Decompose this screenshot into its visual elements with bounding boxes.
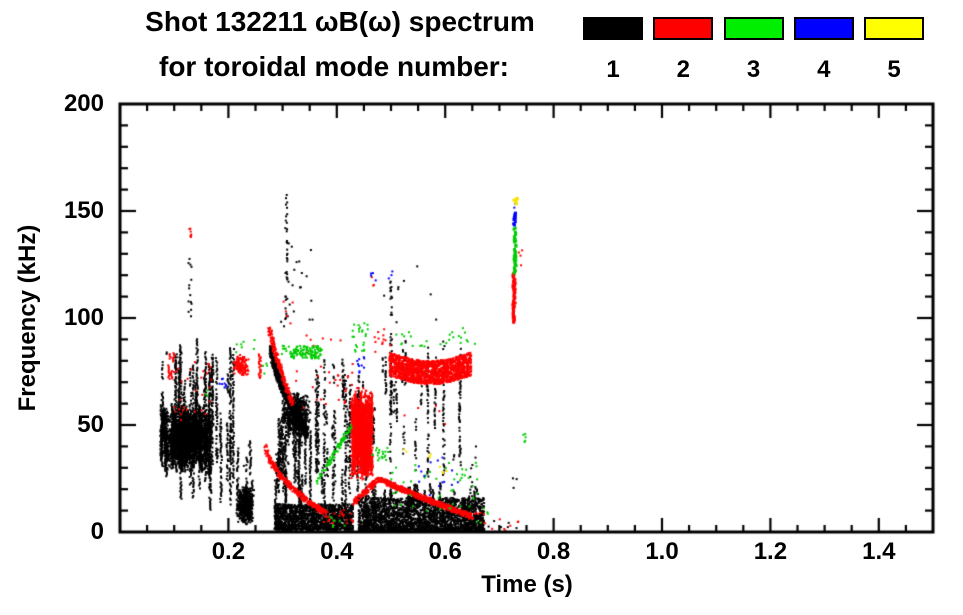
y-tick-label: 100 — [63, 304, 104, 331]
chart-title-line2: for toroidal mode number: — [159, 51, 509, 82]
x-tick-label: 1.2 — [753, 538, 788, 565]
x-axis-label: Time (s) — [481, 571, 573, 598]
y-tick-label: 150 — [63, 197, 104, 224]
x-tick-label: 0.6 — [428, 538, 462, 565]
legend-label-mode-5: 5 — [887, 56, 901, 83]
y-tick-label: 0 — [90, 518, 104, 545]
x-tick-label: 1.4 — [862, 538, 896, 565]
x-tick-label: 0.8 — [536, 538, 571, 565]
legend-swatch-mode-2 — [653, 17, 714, 40]
x-tick-label: 0.4 — [320, 538, 354, 565]
legend-label-mode-2: 2 — [676, 56, 690, 83]
legend-label-mode-4: 4 — [817, 56, 831, 83]
legend-swatch-mode-5 — [864, 17, 924, 40]
legend-swatch-mode-4 — [793, 17, 854, 40]
y-tick-label: 50 — [77, 411, 104, 438]
legend-swatch-mode-3 — [723, 17, 784, 40]
x-tick-label: 0.2 — [211, 538, 246, 565]
legend-label-mode-1: 1 — [606, 56, 620, 83]
chart-title-line1: Shot 132211 ωB(ω) spectrum — [145, 6, 535, 37]
legend-swatch-mode-1 — [583, 17, 643, 40]
x-tick-label: 1.0 — [645, 538, 679, 565]
y-tick-label: 200 — [63, 90, 104, 117]
legend-label-mode-3: 3 — [746, 56, 761, 83]
